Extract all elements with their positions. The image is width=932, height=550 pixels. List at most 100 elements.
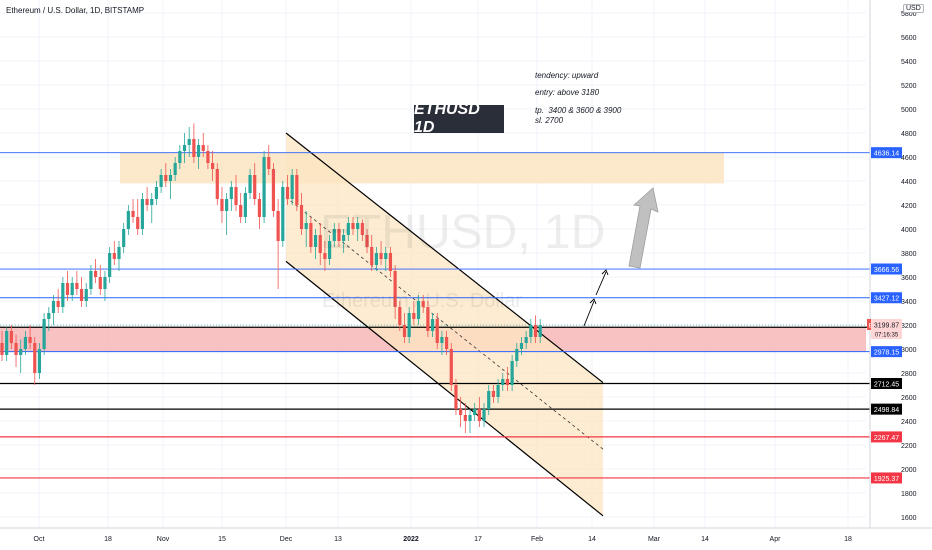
level-label-bg — [871, 472, 902, 484]
x-tick-label: Dec — [280, 536, 293, 543]
channel — [285, 132, 604, 517]
candle-body — [449, 349, 453, 385]
x-tick-label: Nov — [157, 536, 170, 543]
candle-body — [491, 391, 495, 397]
channel-fill — [286, 133, 603, 516]
candle-body — [323, 253, 327, 259]
candle-body — [19, 349, 23, 355]
candle-body — [304, 223, 308, 229]
candle-body — [182, 145, 187, 151]
candle-body — [14, 343, 18, 355]
x-tick-label: Oct — [34, 536, 45, 543]
candle-body — [388, 253, 393, 271]
candle-body — [23, 337, 27, 349]
annotation-entry: entry: above 3180 — [535, 88, 600, 97]
level-label: 2978.15 — [874, 350, 899, 357]
level-label-bg — [871, 346, 902, 358]
x-tick-label: 18 — [844, 536, 852, 543]
price-countdown: 07:16:35 — [875, 333, 899, 339]
candle-body — [271, 169, 276, 211]
title-badge: ETHUSD 1D — [414, 101, 504, 136]
y-tick-label: 2200 — [901, 443, 917, 450]
levels — [0, 152, 870, 479]
y-tick-label: 2400 — [901, 419, 917, 426]
candle-body — [487, 391, 491, 409]
level-label-bg — [871, 403, 902, 415]
watermark-symbol: ETHUSD, 1D — [320, 206, 606, 259]
y-tick-label: 3200 — [901, 323, 917, 330]
price-label-bg — [871, 319, 902, 340]
candle-body — [295, 175, 299, 205]
y-axis: 1600 1800 2000 2200 2400 2600 2800 3000 3200 3400… — [869, 0, 917, 528]
candle-body — [402, 325, 407, 337]
tp1-arrow — [583, 300, 595, 327]
candle-body — [337, 229, 341, 241]
resistance-zone — [120, 152, 724, 184]
candle-body — [267, 157, 271, 169]
candle-body — [496, 385, 500, 397]
candle-body — [47, 313, 51, 319]
candle-body — [374, 253, 378, 265]
y-tick-label: 3800 — [901, 251, 917, 258]
level-label-bg — [871, 431, 902, 443]
candle-body — [346, 223, 350, 235]
candle-body — [477, 409, 481, 421]
x-tick-label: 14 — [701, 536, 709, 543]
currency-badge[interactable]: USD — [903, 4, 924, 13]
y-tick-label: 5800 — [901, 11, 917, 18]
candle-body — [173, 163, 177, 175]
level-label: 2267.47 — [874, 435, 899, 442]
arrows — [583, 187, 659, 327]
candle-body — [51, 301, 56, 313]
x-tick-label: Mar — [648, 536, 661, 543]
candle-body — [299, 205, 304, 229]
candles — [0, 123, 542, 433]
candle-body — [136, 217, 140, 229]
candle-body — [253, 175, 257, 199]
candle-body — [482, 409, 486, 421]
y-tick-label: 3400 — [901, 299, 917, 306]
candle-body — [229, 187, 233, 199]
candle-body — [187, 139, 191, 145]
annotation-tp: tp. 3400 & 3600 & 3900 — [535, 106, 622, 115]
candle-body — [459, 409, 463, 415]
level-label: 1925.37 — [874, 476, 899, 483]
candle-body — [416, 301, 421, 319]
candle-body — [309, 223, 313, 247]
x-tick-label: 15 — [218, 536, 226, 543]
x-tick-label: Feb — [531, 536, 543, 543]
candle-body — [407, 313, 411, 337]
candle-body — [505, 379, 510, 385]
candle-body — [398, 307, 402, 325]
candle-body — [351, 223, 355, 229]
candle-body — [122, 229, 126, 247]
candle-body — [239, 205, 243, 217]
channel-upper-line — [285, 132, 604, 384]
candle-body — [430, 319, 435, 331]
target-arrow — [628, 187, 659, 269]
candle-body — [370, 247, 374, 265]
candle-body — [220, 199, 224, 211]
candle-body — [285, 187, 290, 199]
y-tick-label: 5200 — [901, 83, 917, 90]
y-tick-label: 4400 — [901, 179, 917, 186]
candle-body — [28, 337, 32, 343]
candle-body — [206, 151, 210, 163]
candle-body — [140, 199, 144, 229]
candle-body — [89, 271, 93, 289]
candle-body — [108, 253, 112, 277]
tp1-arrow-head — [589, 298, 597, 305]
candle-body — [112, 253, 116, 259]
candle-body — [192, 139, 196, 157]
y-tick-label: 2600 — [901, 395, 917, 402]
candle-body — [131, 211, 135, 217]
y-tick-label: 2000 — [901, 467, 917, 474]
candle-body — [164, 175, 168, 181]
candle-body — [426, 307, 430, 331]
candle-body — [61, 283, 65, 307]
y-tick-label: 1600 — [901, 515, 917, 522]
candle-body — [356, 223, 360, 229]
candle-body — [473, 409, 477, 415]
candle-body — [33, 343, 37, 373]
